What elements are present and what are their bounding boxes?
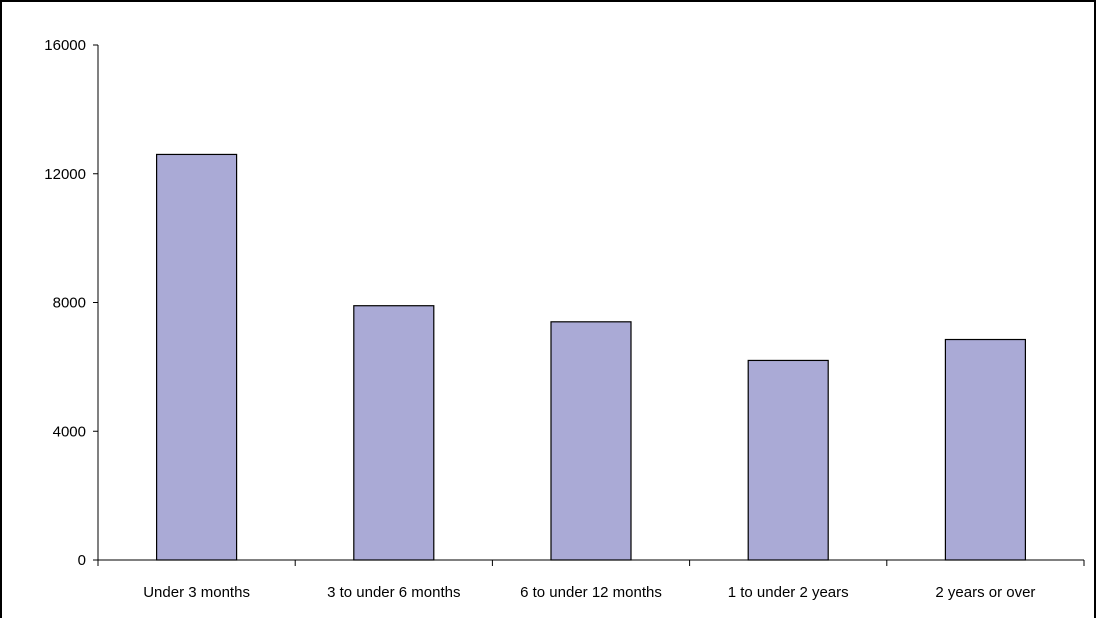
y-tick-label: 12000 — [44, 166, 86, 183]
x-tick-label: Under 3 months — [143, 584, 250, 601]
bars — [156, 153, 1027, 561]
x-tick-label: 2 years or over — [935, 584, 1035, 601]
bar — [550, 321, 632, 561]
x-tick-label: 3 to under 6 months — [327, 584, 460, 601]
y-axis: 0 4000 8000 12000 16000 — [44, 37, 99, 569]
bar — [156, 153, 238, 561]
y-tick-label: 4000 — [53, 423, 86, 440]
bar — [353, 305, 435, 561]
x-axis: Under 3 months 3 to under 6 months 6 to un… — [93, 559, 1085, 601]
y-tick-label: 8000 — [53, 295, 86, 312]
x-tick-label: 6 to under 12 months — [520, 584, 662, 601]
x-tick-label: 1 to under 2 years — [728, 584, 849, 601]
bar — [944, 338, 1027, 561]
y-tick-label: 0 — [78, 552, 86, 569]
y-tick-label: 16000 — [44, 37, 86, 54]
bar — [747, 359, 829, 561]
